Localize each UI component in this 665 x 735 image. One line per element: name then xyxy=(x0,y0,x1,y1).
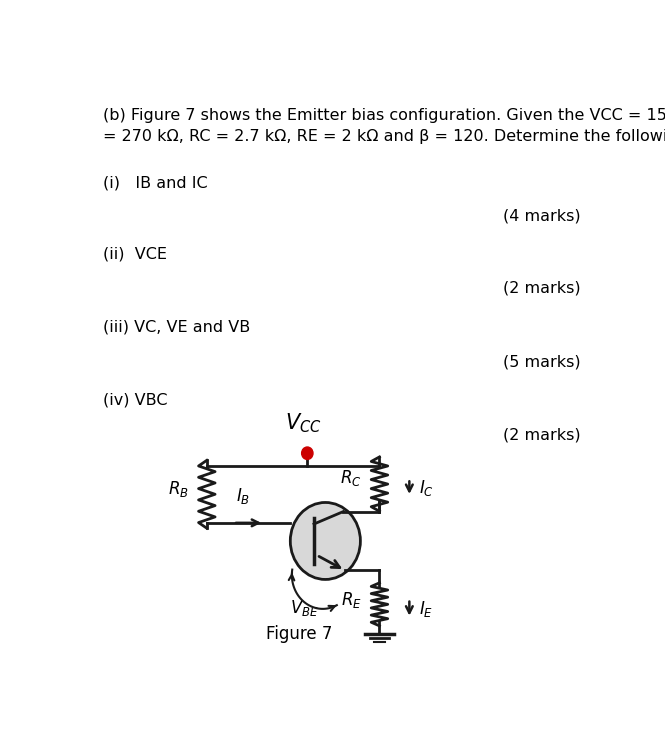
Text: $I_B$: $I_B$ xyxy=(236,486,251,506)
Circle shape xyxy=(302,447,313,459)
Text: (iii) VC, VE and VB: (iii) VC, VE and VB xyxy=(102,319,250,334)
Text: $V_{BE}$: $V_{BE}$ xyxy=(291,598,319,617)
Text: $I_E$: $I_E$ xyxy=(419,598,433,619)
Text: $R_B$: $R_B$ xyxy=(168,478,189,498)
Text: (b) Figure 7 shows the Emitter bias configuration. Given the VCC = 15 V, RB
= 27: (b) Figure 7 shows the Emitter bias conf… xyxy=(102,108,665,144)
Text: (iv) VBC: (iv) VBC xyxy=(102,392,167,408)
Text: $R_E$: $R_E$ xyxy=(340,589,362,610)
Text: $R_C$: $R_C$ xyxy=(340,468,362,489)
Text: $I_C$: $I_C$ xyxy=(419,478,434,498)
Circle shape xyxy=(291,503,360,579)
Text: (i)   IB and IC: (i) IB and IC xyxy=(102,176,207,191)
Text: (2 marks): (2 marks) xyxy=(503,281,581,295)
Text: $V_{CC}$: $V_{CC}$ xyxy=(285,412,321,435)
Text: (5 marks): (5 marks) xyxy=(503,354,581,369)
Text: (2 marks): (2 marks) xyxy=(503,428,581,442)
Text: (ii)  VCE: (ii) VCE xyxy=(102,247,167,262)
Text: (4 marks): (4 marks) xyxy=(503,208,581,223)
Text: Figure 7: Figure 7 xyxy=(267,625,332,643)
